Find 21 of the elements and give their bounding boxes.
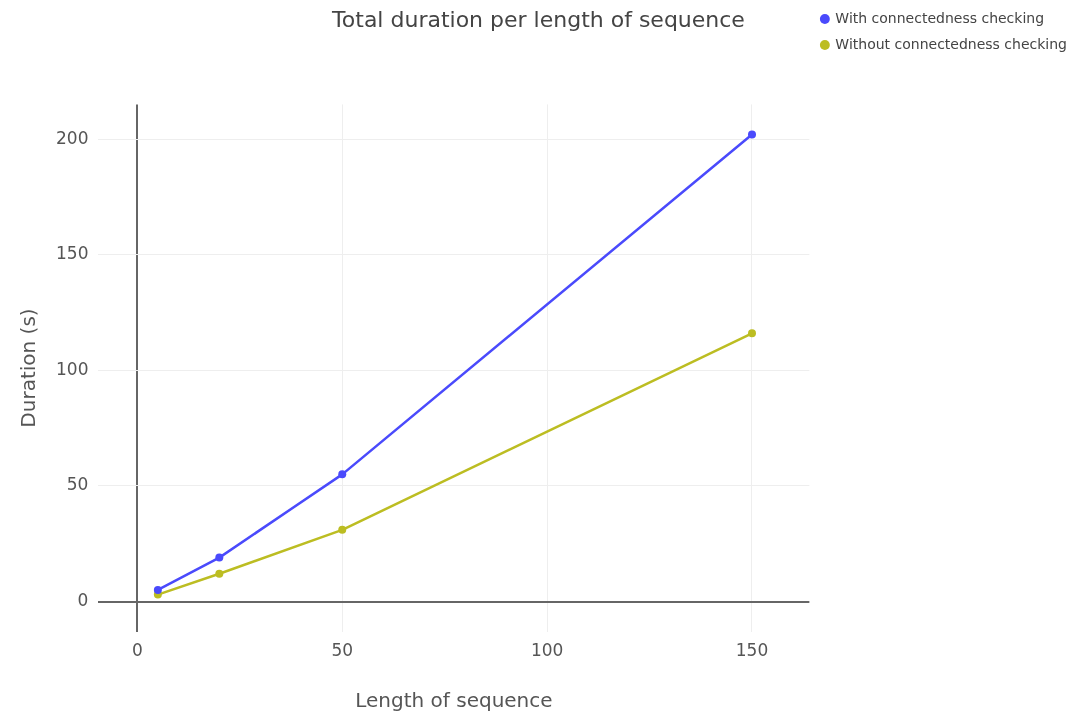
y-tick-label: 100 — [55, 358, 89, 379]
point — [748, 329, 756, 338]
y-tick-label: 50 — [66, 474, 89, 495]
legend-label: Without connectedness checking — [835, 35, 1067, 52]
point — [338, 525, 347, 534]
point — [338, 470, 347, 479]
y-tick-label: 0 — [77, 589, 89, 610]
x-tick-label: 50 — [331, 640, 354, 661]
legend-label: With connectedness checking — [835, 9, 1045, 26]
y-axis-title: Duration (s) — [16, 308, 41, 428]
x-tick-label: 100 — [530, 640, 564, 661]
x-tick-label: 0 — [131, 640, 143, 661]
chart-title: Total duration per length of sequence — [331, 6, 745, 32]
point — [153, 585, 162, 594]
y-tick-label: 150 — [55, 243, 89, 264]
x-tick-label: 150 — [735, 640, 769, 661]
point — [748, 130, 756, 139]
point — [215, 569, 224, 578]
y-tick-label: 200 — [55, 127, 89, 148]
point — [215, 553, 224, 562]
x-axis-title: Length of sequence — [355, 688, 553, 713]
